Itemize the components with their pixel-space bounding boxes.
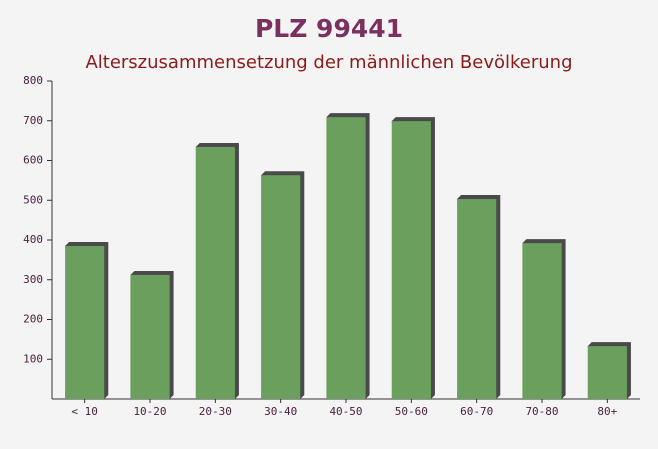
- x-tick-label: 50-60: [395, 405, 428, 418]
- x-tick-label: < 10: [71, 405, 98, 418]
- y-tick-label: 800: [23, 74, 43, 87]
- bar: [457, 199, 497, 399]
- bar: [130, 274, 170, 399]
- y-tick-label: 600: [23, 154, 43, 167]
- y-tick-label: 700: [23, 114, 43, 127]
- bar: [522, 243, 562, 399]
- x-tick-label: 40-50: [329, 405, 362, 418]
- x-tick-label: 60-70: [460, 405, 493, 418]
- x-tick-label: 10-20: [133, 405, 166, 418]
- bar: [326, 117, 366, 400]
- y-tick-label: 500: [23, 193, 43, 206]
- y-tick-label: 300: [23, 273, 43, 286]
- chart-subtitle: Alterszusammensetzung der männlichen Bev…: [85, 52, 572, 73]
- bar: [65, 245, 105, 399]
- y-tick-label: 400: [23, 233, 43, 246]
- bar: [195, 146, 235, 399]
- bar: [261, 175, 301, 399]
- chart-title: PLZ 99441: [255, 14, 403, 43]
- bar: [391, 121, 431, 400]
- x-tick-label: 70-80: [525, 405, 558, 418]
- x-tick-label: 20-30: [199, 405, 232, 418]
- x-tick-label: 80+: [597, 405, 617, 418]
- bar: [587, 346, 627, 399]
- y-tick-label: 200: [23, 313, 43, 326]
- y-tick-label: 100: [23, 352, 43, 365]
- x-tick-label: 30-40: [264, 405, 297, 418]
